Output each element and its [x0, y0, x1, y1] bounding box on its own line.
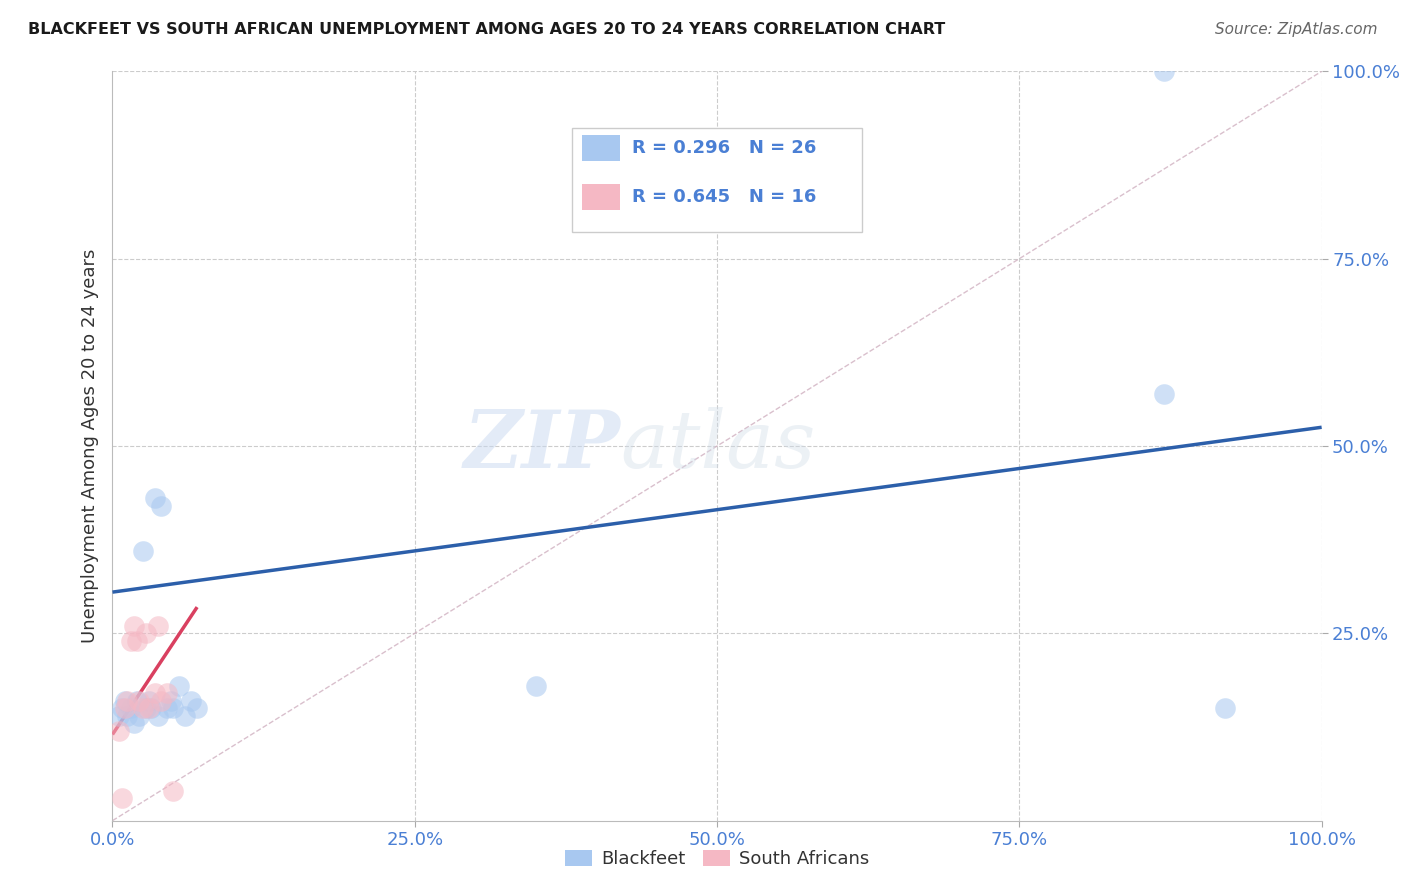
Point: [107, 708, 129, 723]
Point: [1153, 64, 1175, 78]
Point: [135, 626, 157, 640]
Legend: Blackfeet, South Africans: Blackfeet, South Africans: [557, 843, 877, 875]
Point: [524, 679, 547, 693]
Point: [167, 679, 190, 693]
Text: ZIP: ZIP: [464, 408, 620, 484]
Point: [138, 694, 160, 708]
Point: [148, 708, 170, 723]
Text: BLACKFEET VS SOUTH AFRICAN UNEMPLOYMENT AMONG AGES 20 TO 24 YEARS CORRELATION CH: BLACKFEET VS SOUTH AFRICAN UNEMPLOYMENT …: [28, 22, 945, 37]
Point: [1153, 386, 1175, 401]
Point: [120, 633, 142, 648]
Point: [115, 694, 138, 708]
Point: [149, 694, 172, 708]
FancyBboxPatch shape: [572, 128, 862, 233]
Point: [125, 694, 148, 708]
Point: [132, 544, 155, 558]
Point: [186, 701, 208, 715]
Point: [141, 701, 163, 715]
Text: R = 0.296   N = 26: R = 0.296 N = 26: [633, 139, 817, 157]
Point: [159, 694, 181, 708]
Point: [174, 708, 197, 723]
Point: [128, 694, 150, 708]
Y-axis label: Unemployment Among Ages 20 to 24 years: Unemployment Among Ages 20 to 24 years: [80, 249, 98, 643]
Point: [125, 633, 148, 648]
Bar: [582, 184, 620, 210]
Text: atlas: atlas: [620, 408, 815, 484]
Point: [156, 686, 179, 700]
Point: [122, 716, 145, 731]
Point: [107, 723, 129, 738]
Point: [120, 701, 142, 715]
Point: [149, 499, 172, 513]
Point: [156, 701, 179, 715]
Point: [122, 619, 145, 633]
Point: [143, 491, 166, 506]
Text: R = 0.645   N = 16: R = 0.645 N = 16: [633, 188, 817, 206]
Point: [162, 783, 184, 797]
Point: [162, 701, 184, 715]
Text: Source: ZipAtlas.com: Source: ZipAtlas.com: [1215, 22, 1378, 37]
Point: [114, 701, 136, 715]
Point: [148, 619, 170, 633]
Point: [143, 686, 166, 700]
Point: [128, 708, 150, 723]
Bar: [582, 135, 620, 161]
Point: [111, 701, 134, 715]
Point: [114, 694, 136, 708]
Point: [115, 708, 138, 723]
Point: [111, 791, 134, 805]
Point: [138, 701, 160, 715]
Point: [135, 701, 157, 715]
Point: [180, 694, 202, 708]
Point: [132, 701, 155, 715]
Point: [1213, 701, 1236, 715]
